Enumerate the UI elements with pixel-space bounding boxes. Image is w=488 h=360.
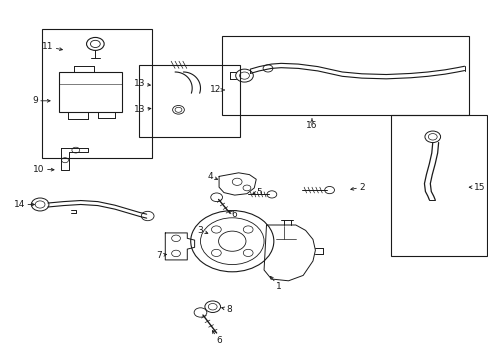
Text: 1: 1: [270, 276, 281, 291]
Text: 9: 9: [32, 96, 50, 105]
Bar: [41, 29, 151, 158]
Text: 4: 4: [207, 172, 217, 181]
Text: 15: 15: [468, 183, 484, 192]
Text: 11: 11: [42, 42, 62, 51]
Text: 6: 6: [228, 210, 237, 219]
Text: 14: 14: [14, 200, 34, 209]
Text: 10: 10: [33, 165, 54, 174]
Text: 2: 2: [350, 183, 364, 192]
Text: 3: 3: [197, 226, 207, 235]
Text: 16: 16: [305, 119, 317, 130]
Text: 12: 12: [210, 85, 224, 94]
Bar: [222, 36, 468, 115]
Text: 7: 7: [156, 251, 166, 260]
Text: 13: 13: [133, 105, 150, 114]
Bar: [59, 72, 122, 112]
Bar: [139, 65, 239, 137]
Text: 13: 13: [133, 79, 150, 88]
Text: 5: 5: [252, 188, 262, 197]
Text: 6: 6: [212, 330, 222, 345]
Bar: [390, 115, 486, 256]
Text: 8: 8: [221, 305, 231, 314]
